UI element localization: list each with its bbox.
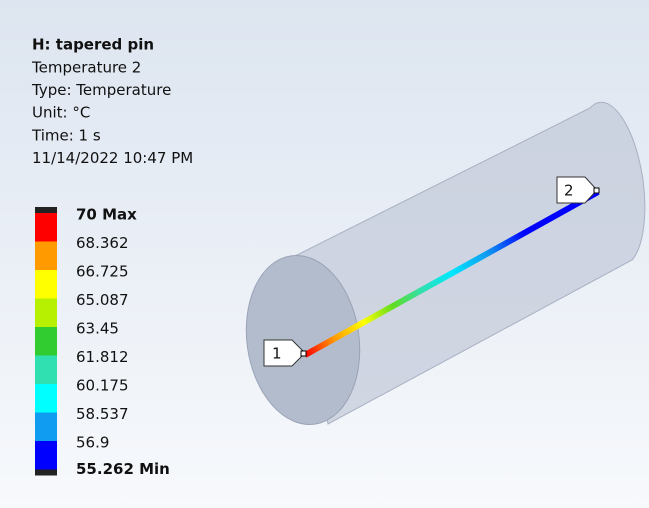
legend-label: 55.262 Min [76, 460, 170, 478]
title: H: tapered pin [32, 36, 154, 54]
legend-label: 56.9 [76, 434, 109, 452]
viewport: 1 2 H: tapered pin Temperature 2 Type: Te… [0, 0, 649, 508]
probe-label: 1 [272, 345, 282, 363]
legend-cap [35, 470, 57, 476]
legend-label: 61.812 [76, 348, 129, 366]
legend-band [35, 356, 57, 385]
header-line: Type: Temperature [31, 81, 171, 99]
header-line: Temperature 2 [31, 59, 141, 77]
legend-label: 68.362 [76, 234, 129, 252]
header-line: Unit: °C [32, 104, 90, 122]
legend-band [35, 327, 57, 356]
header-line: 11/14/2022 10:47 PM [32, 149, 193, 167]
legend-band [35, 299, 57, 328]
page: 1 2 H: tapered pin Temperature 2 Type: Te… [0, 0, 649, 508]
header-line: Time: 1 s [31, 126, 101, 144]
legend-band [35, 242, 57, 271]
probe-label: 2 [564, 182, 574, 200]
legend-band [35, 441, 57, 470]
legend-label: 58.537 [76, 405, 129, 423]
legend-label: 60.175 [76, 377, 129, 395]
legend-band [35, 384, 57, 413]
legend-cap [35, 207, 57, 213]
legend-label: 63.45 [76, 320, 119, 338]
legend-band [35, 213, 57, 242]
legend-label: 65.087 [76, 291, 129, 309]
legend-label: 70 Max [76, 206, 137, 224]
legend-band [35, 413, 57, 442]
legend-label: 66.725 [76, 263, 129, 281]
legend-band [35, 270, 57, 299]
